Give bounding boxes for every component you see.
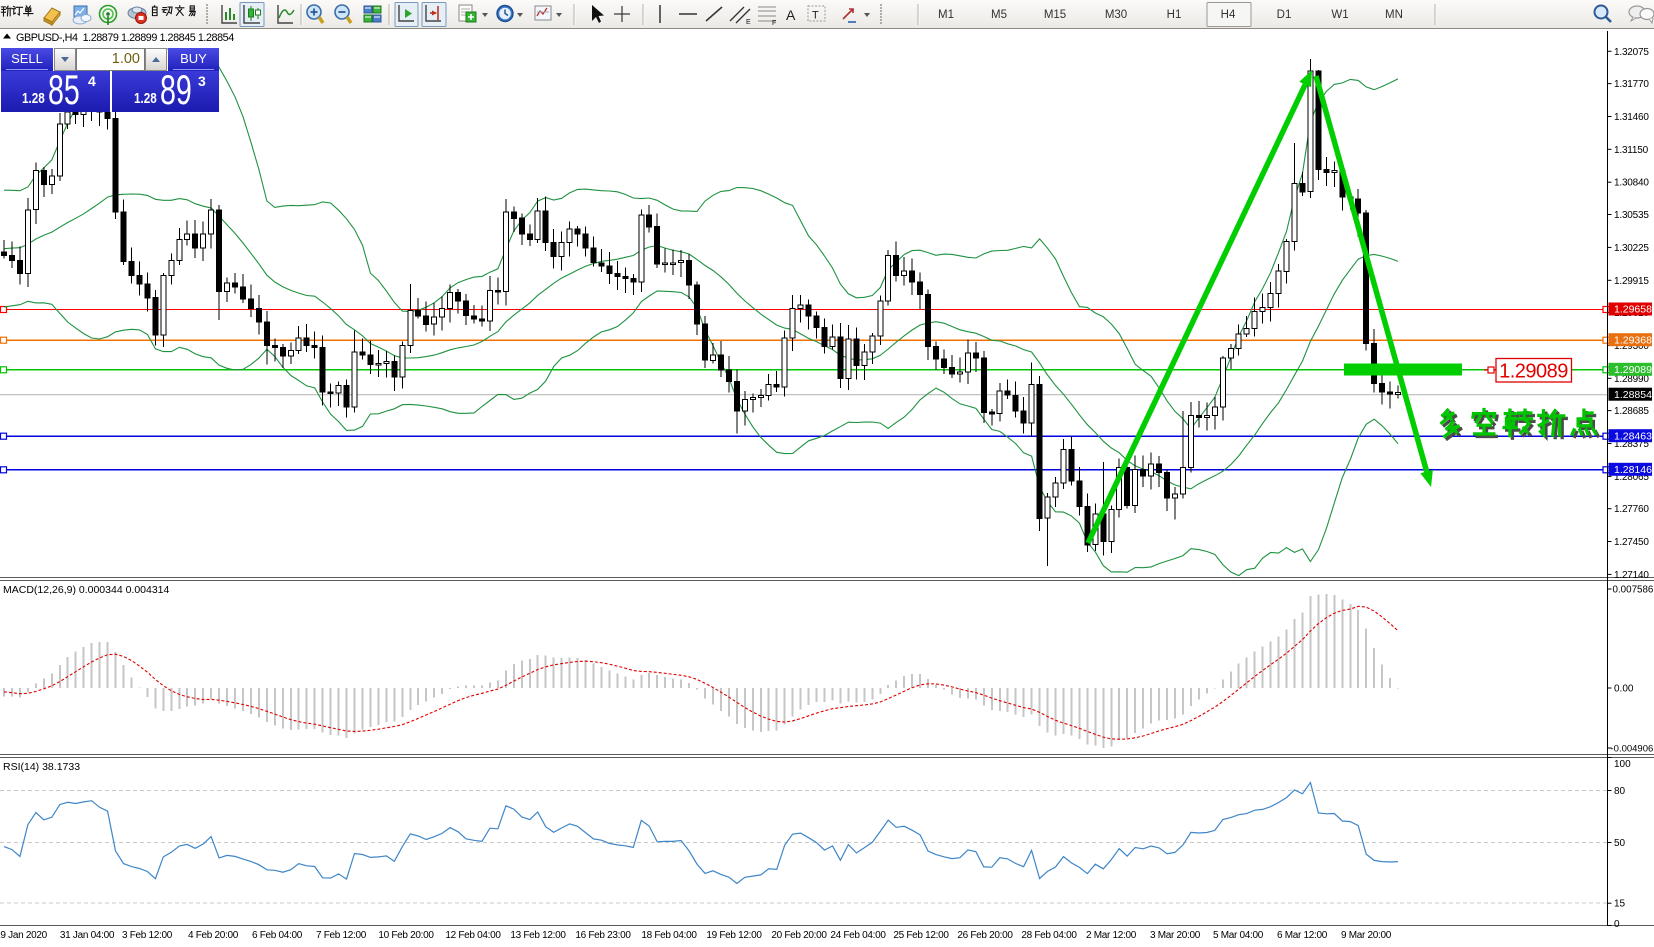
svg-text:1.29089: 1.29089	[1499, 361, 1568, 383]
svg-text:1.28375: 1.28375	[1614, 439, 1649, 450]
svg-text:RSI(14) 38.1733: RSI(14) 38.1733	[3, 761, 80, 773]
svg-text:28 Feb 04:00: 28 Feb 04:00	[1021, 930, 1077, 941]
svg-text:0.00: 0.00	[1614, 684, 1634, 695]
svg-text:A: A	[786, 7, 796, 23]
svg-text:D1: D1	[1277, 9, 1292, 21]
svg-text:13 Feb 12:00: 13 Feb 12:00	[510, 930, 566, 941]
svg-text:GBPUSD-,H4 1.28879 1.28899 1.: GBPUSD-,H4 1.28879 1.28899 1.28845 1.288…	[16, 32, 234, 44]
svg-text:1.28685: 1.28685	[1614, 406, 1649, 417]
svg-text:20 Feb 20:00: 20 Feb 20:00	[771, 930, 827, 941]
svg-text:-0.004906: -0.004906	[1611, 744, 1654, 755]
svg-text:1.27760: 1.27760	[1614, 504, 1649, 515]
svg-text:W1: W1	[1331, 9, 1348, 21]
svg-text:6 Feb 04:00: 6 Feb 04:00	[252, 930, 303, 941]
svg-text:M15: M15	[1044, 9, 1066, 21]
svg-text:1.30535: 1.30535	[1614, 210, 1649, 221]
svg-text:MACD(12,26,9) 0.000344 0.00431: MACD(12,26,9) 0.000344 0.004314	[3, 584, 170, 596]
svg-text:1.29915: 1.29915	[1614, 276, 1649, 287]
svg-text:H1: H1	[1167, 9, 1182, 21]
svg-text:M1: M1	[938, 9, 954, 21]
svg-text:M30: M30	[1105, 9, 1127, 21]
svg-text:3 Mar 20:00: 3 Mar 20:00	[1150, 930, 1201, 941]
svg-text:24 Feb 04:00: 24 Feb 04:00	[830, 930, 886, 941]
svg-text:4 Feb 20:00: 4 Feb 20:00	[188, 930, 239, 941]
svg-text:5 Mar 04:00: 5 Mar 04:00	[1213, 930, 1264, 941]
svg-text:7 Feb 12:00: 7 Feb 12:00	[316, 930, 367, 941]
svg-text:1.28463: 1.28463	[1614, 430, 1652, 442]
svg-text:18 Feb 04:00: 18 Feb 04:00	[641, 930, 697, 941]
svg-text:1.28854: 1.28854	[1614, 389, 1652, 401]
svg-text:0: 0	[1614, 919, 1620, 930]
svg-text:1.28990: 1.28990	[1614, 374, 1649, 385]
svg-text:1.28146: 1.28146	[1614, 464, 1652, 476]
svg-text:31 Jan 04:00: 31 Jan 04:00	[60, 930, 115, 941]
svg-text:H4: H4	[1221, 9, 1236, 21]
svg-text:T: T	[812, 10, 819, 22]
svg-text:100: 100	[1614, 759, 1631, 770]
svg-text:29 Jan 2020: 29 Jan 2020	[0, 930, 48, 941]
svg-text:9 Mar 20:00: 9 Mar 20:00	[1341, 930, 1392, 941]
svg-text:3 Feb 12:00: 3 Feb 12:00	[122, 930, 173, 941]
svg-text:12 Feb 04:00: 12 Feb 04:00	[445, 930, 501, 941]
svg-text:1.30225: 1.30225	[1614, 243, 1649, 254]
svg-text:1.30840: 1.30840	[1614, 178, 1649, 189]
svg-text:F: F	[772, 20, 776, 27]
svg-text:1.29368: 1.29368	[1614, 334, 1652, 346]
svg-text:15: 15	[1614, 899, 1626, 910]
svg-text:1.27140: 1.27140	[1614, 570, 1649, 581]
svg-text:16 Feb 23:00: 16 Feb 23:00	[575, 930, 631, 941]
svg-text:1.31770: 1.31770	[1614, 79, 1649, 90]
svg-text:1.29300: 1.29300	[1614, 341, 1649, 352]
svg-text:50: 50	[1614, 838, 1626, 849]
svg-text:1.32075: 1.32075	[1614, 47, 1649, 58]
svg-text:M5: M5	[991, 9, 1007, 21]
svg-text:25 Feb 12:00: 25 Feb 12:00	[893, 930, 949, 941]
svg-text:19 Feb 12:00: 19 Feb 12:00	[706, 930, 762, 941]
svg-text:80: 80	[1614, 786, 1626, 797]
svg-text:1.28065: 1.28065	[1614, 472, 1649, 483]
svg-text:1.29089: 1.29089	[1614, 364, 1652, 376]
svg-text:26 Feb 20:00: 26 Feb 20:00	[957, 930, 1013, 941]
svg-text:6 Mar 12:00: 6 Mar 12:00	[1277, 930, 1328, 941]
svg-text:10 Feb 20:00: 10 Feb 20:00	[378, 930, 434, 941]
svg-text:E: E	[746, 19, 751, 26]
svg-text:1.27450: 1.27450	[1614, 537, 1649, 548]
svg-text:1.29658: 1.29658	[1614, 304, 1652, 316]
svg-text:MN: MN	[1385, 9, 1403, 21]
svg-text:1.31150: 1.31150	[1614, 145, 1649, 156]
svg-text:2 Mar 12:00: 2 Mar 12:00	[1086, 930, 1137, 941]
svg-text:0.007586: 0.007586	[1613, 585, 1654, 596]
svg-text:1.31460: 1.31460	[1614, 112, 1649, 123]
